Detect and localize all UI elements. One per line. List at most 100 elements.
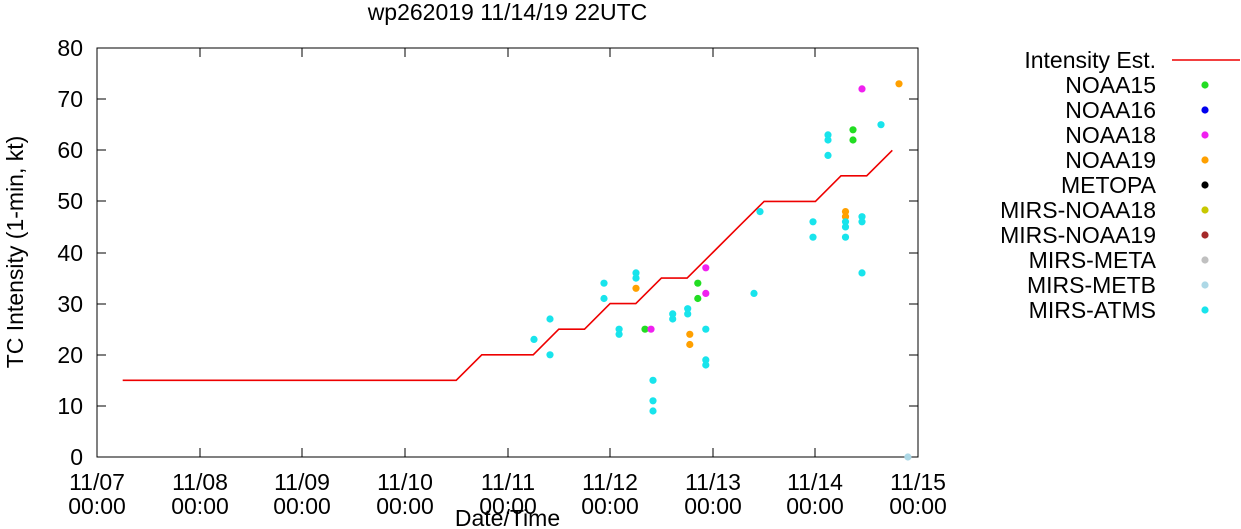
legend-entry-noaa16: NOAA16 — [1065, 97, 1209, 123]
data-point-mirs-atms — [649, 376, 657, 384]
data-point-mirs-atms — [824, 136, 832, 144]
legend-symbol-noaa18-dot — [1201, 131, 1209, 139]
data-point-mirs-atms — [632, 269, 640, 277]
data-point-noaa18 — [647, 325, 655, 333]
data-point-mirs-atms — [809, 218, 817, 226]
legend-label: MIRS-NOAA19 — [1000, 222, 1156, 248]
plot-border — [96, 47, 919, 458]
x-tick-time-label: 00:00 — [581, 493, 639, 519]
legend-entry-mirs-meta: MIRS-META — [1029, 247, 1209, 273]
data-point-noaa19 — [632, 284, 640, 292]
legend-entry-metopa: METOPA — [1061, 172, 1209, 198]
legend-label: NOAA19 — [1065, 147, 1156, 173]
x-tick-date-label: 11/11 — [481, 469, 535, 495]
legend-label: METOPA — [1061, 172, 1157, 198]
data-point-mirs-atms — [858, 213, 866, 221]
y-tick-label: 30 — [57, 291, 83, 317]
data-point-mirs-atms — [615, 325, 623, 333]
legend-symbol-mirs-metb-dot — [1201, 281, 1209, 289]
intensity-est-line — [122, 149, 893, 382]
legend-symbol-mirs-noaa18-dot — [1201, 206, 1209, 214]
data-point-mirs-atms — [600, 294, 608, 303]
data-point-mirs-atms — [600, 279, 608, 287]
data-point-mirs-atms — [702, 356, 710, 364]
x-tick-date-label: 11/08 — [172, 469, 228, 495]
y-tick-label: 80 — [57, 35, 83, 61]
x-tick-time-label: 00:00 — [376, 493, 434, 519]
legend-entry-mirs-noaa19: MIRS-NOAA19 — [1000, 222, 1209, 248]
data-point-mirs-atms — [841, 223, 850, 231]
data-point-mirs-atms — [809, 233, 817, 241]
y-tick-label: 70 — [57, 86, 83, 112]
data-point-mirs-atms — [841, 233, 850, 241]
plot-area — [122, 80, 912, 461]
legend-symbol-mirs-noaa19-dot — [1201, 231, 1209, 239]
legend-entry-noaa15: NOAA15 — [1065, 72, 1209, 98]
x-axis-label: Date/Time — [455, 505, 560, 529]
data-point-noaa18 — [702, 289, 710, 297]
data-point-mirs-atms — [858, 269, 866, 277]
data-point-noaa15 — [849, 126, 857, 134]
y-tick-label: 0 — [70, 444, 83, 470]
x-tick-time-label: 00:00 — [171, 493, 229, 519]
x-tick-time-label: 00:00 — [786, 493, 844, 519]
x-tick-date-label: 11/07 — [69, 469, 125, 495]
x-tick-time-label: 00:00 — [68, 493, 126, 519]
data-point-mirs-atms — [615, 330, 623, 338]
legend-label: MIRS-META — [1029, 247, 1157, 273]
x-tick-time-label: 00:00 — [684, 493, 742, 519]
x-axis-ticks: 11/0700:0011/0800:0011/0900:0011/1000:00… — [68, 48, 947, 519]
x-tick-date-label: 11/09 — [274, 469, 330, 495]
legend-symbol-noaa16-dot — [1201, 106, 1209, 114]
legend-label: NOAA15 — [1065, 72, 1156, 98]
data-point-mirs-atms — [649, 407, 657, 415]
data-point-noaa15 — [694, 294, 702, 303]
data-point-mirs-atms — [702, 325, 710, 333]
data-point-mirs-atms — [684, 310, 692, 318]
legend-symbol-noaa15-dot — [1201, 81, 1209, 89]
data-point-noaa15 — [694, 279, 702, 287]
data-point-mirs-atms — [669, 310, 677, 318]
legend-label: NOAA16 — [1065, 97, 1156, 123]
data-point-noaa19 — [686, 330, 694, 338]
x-tick-date-label: 11/12 — [582, 469, 638, 495]
y-tick-label: 10 — [57, 393, 83, 419]
data-point-noaa15 — [849, 136, 857, 144]
legend-label: MIRS-ATMS — [1029, 297, 1156, 323]
data-point-noaa19 — [841, 208, 850, 216]
data-point-noaa19 — [841, 213, 850, 221]
legend: Intensity Est.NOAA15NOAA16NOAA18NOAA19ME… — [1000, 47, 1240, 323]
y-tick-label: 20 — [57, 342, 83, 368]
data-point-mirs-atms — [858, 218, 866, 226]
data-point-mirs-atms — [546, 351, 554, 359]
y-tick-label: 60 — [57, 137, 83, 163]
data-point-mirs-atms — [632, 274, 640, 282]
data-point-noaa19 — [686, 340, 694, 349]
x-tick-date-label: 11/13 — [685, 469, 741, 495]
y-axis-ticks: 0 10 20 30 40 50 60 70 80 — [57, 35, 918, 470]
data-point-noaa18 — [858, 85, 866, 93]
data-point-mirs-atms — [841, 218, 850, 226]
legend-entry-noaa18: NOAA18 — [1065, 122, 1209, 148]
legend-symbol-mirs-atms-dot — [1201, 306, 1209, 314]
chart-title: wp262019 11/14/19 22UTC — [367, 0, 648, 25]
x-tick-time-label: 00:00 — [273, 493, 331, 519]
data-point-mirs-atms — [530, 335, 538, 343]
y-axis-label: TC Intensity (1-min, kt) — [2, 136, 28, 369]
legend-entry-mirs-atms: MIRS-ATMS — [1029, 297, 1209, 323]
data-point-mirs-atms — [546, 315, 554, 323]
legend-entry-noaa19: NOAA19 — [1065, 147, 1209, 173]
legend-label: MIRS-METB — [1027, 272, 1156, 298]
legend-label: NOAA18 — [1065, 122, 1156, 148]
x-tick-date-label: 11/15 — [890, 469, 946, 495]
data-point-mirs-atms — [824, 131, 832, 139]
legend-entry-mirs-metb: MIRS-METB — [1027, 272, 1209, 298]
x-tick-time-label: 00:00 — [889, 493, 947, 519]
legend-symbol-metopa-dot — [1201, 181, 1209, 189]
data-point-noaa19 — [895, 80, 903, 88]
y-tick-label: 50 — [57, 188, 83, 214]
legend-entry-mirs-noaa18: MIRS-NOAA18 — [1000, 197, 1209, 223]
data-point-mirs-atms — [669, 315, 677, 323]
data-point-mirs-atms — [702, 361, 710, 369]
